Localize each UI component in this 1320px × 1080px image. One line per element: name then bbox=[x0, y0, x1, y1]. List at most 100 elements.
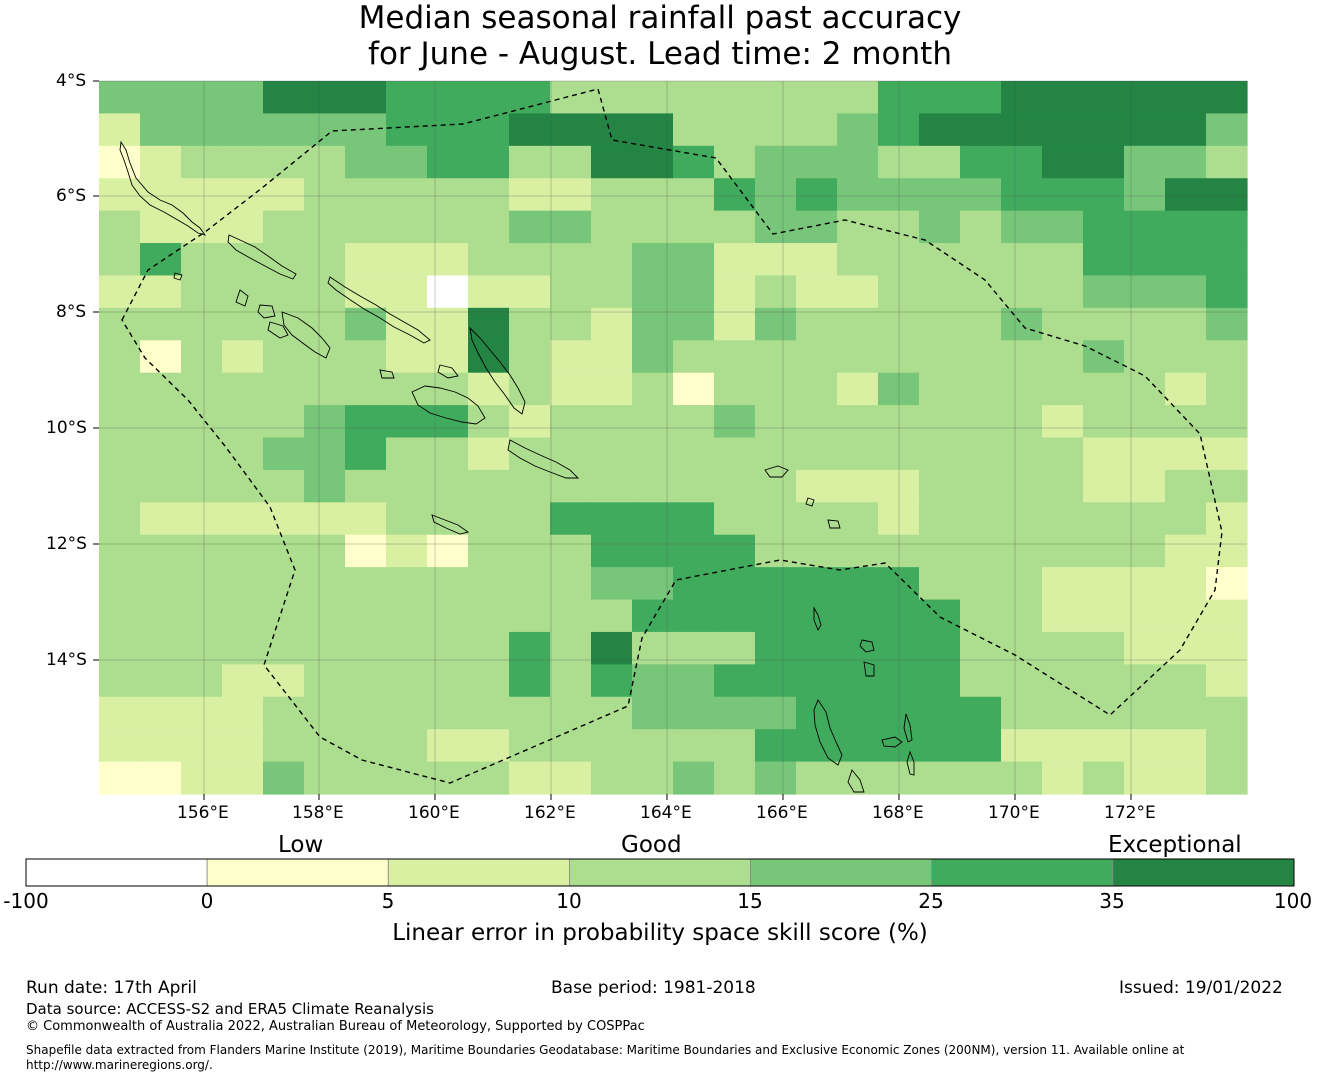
grid-cell bbox=[386, 664, 428, 698]
grid-cell bbox=[919, 761, 961, 795]
grid-cell bbox=[1206, 405, 1248, 439]
grid-cell bbox=[673, 210, 715, 244]
grid-cell bbox=[181, 275, 223, 309]
grid-cell bbox=[1124, 243, 1166, 277]
grid-cell bbox=[550, 502, 592, 536]
lon-label: 166°E bbox=[756, 803, 808, 823]
grid-cell bbox=[755, 567, 797, 601]
grid-cell bbox=[1165, 178, 1207, 212]
grid-cell bbox=[1042, 210, 1084, 244]
grid-cell bbox=[468, 81, 510, 115]
lat-label: 10°S bbox=[46, 418, 87, 438]
grid-cell bbox=[1042, 469, 1084, 503]
grid-cell bbox=[509, 761, 551, 795]
grid-cell bbox=[1165, 729, 1207, 763]
grid-cell bbox=[345, 340, 387, 374]
grid-cell bbox=[550, 210, 592, 244]
grid-cell bbox=[1206, 567, 1248, 601]
grid-cell bbox=[755, 437, 797, 471]
grid-cell bbox=[509, 664, 551, 698]
grid-cell bbox=[1165, 631, 1207, 665]
island-vanua-lava bbox=[859, 639, 875, 653]
grid-cell bbox=[386, 340, 428, 374]
grid-cell bbox=[755, 469, 797, 503]
grid-cell bbox=[222, 178, 264, 212]
issued-date: Issued: 19/01/2022 bbox=[1119, 978, 1283, 998]
grid-cell bbox=[1124, 469, 1166, 503]
grid-cell bbox=[673, 664, 715, 698]
grid-cell bbox=[1001, 81, 1043, 115]
island-torres bbox=[813, 606, 822, 632]
grid-cell bbox=[755, 631, 797, 665]
grid-cell bbox=[304, 567, 346, 601]
marineregions-link[interactable]: http://www.marineregions.org/. bbox=[26, 1058, 213, 1072]
grid-cell bbox=[181, 340, 223, 374]
island-espiritu-santo bbox=[813, 699, 843, 766]
grid-cell bbox=[468, 145, 510, 179]
grid-cell bbox=[714, 664, 756, 698]
grid-cell bbox=[632, 664, 674, 698]
grid-cell bbox=[222, 696, 264, 730]
grid-cell bbox=[837, 469, 879, 503]
lat-label: 14°S bbox=[46, 650, 87, 670]
grid-cell bbox=[550, 567, 592, 601]
grid-cell bbox=[960, 307, 1002, 341]
skill-grid-cells bbox=[99, 81, 1248, 795]
island-rennell bbox=[431, 514, 470, 535]
grid-cell bbox=[837, 664, 879, 698]
grid-cell bbox=[632, 145, 674, 179]
grid-cell bbox=[509, 145, 551, 179]
grid-cell bbox=[181, 372, 223, 406]
grid-cell bbox=[222, 664, 264, 698]
grid-cell bbox=[919, 729, 961, 763]
grid-cell bbox=[427, 729, 469, 763]
grid-cell bbox=[1001, 534, 1043, 568]
grid-cell bbox=[837, 113, 879, 147]
grid-cell bbox=[181, 534, 223, 568]
grid-cell bbox=[222, 631, 264, 665]
grid-cell bbox=[509, 567, 551, 601]
grid-cell bbox=[550, 372, 592, 406]
grid-cell bbox=[919, 340, 961, 374]
grid-cell bbox=[591, 502, 633, 536]
grid-cell bbox=[386, 81, 428, 115]
grid-cell bbox=[960, 437, 1002, 471]
lon-label: 162°E bbox=[524, 803, 576, 823]
grid-cell bbox=[99, 178, 141, 212]
grid-cell bbox=[755, 696, 797, 730]
grid-cell bbox=[1165, 340, 1207, 374]
grid-cell bbox=[919, 113, 961, 147]
grid-cell bbox=[796, 567, 838, 601]
grid-cell bbox=[550, 81, 592, 115]
grid-cell bbox=[714, 437, 756, 471]
grid-cell bbox=[755, 664, 797, 698]
grid-cell bbox=[181, 405, 223, 439]
grid-cell bbox=[140, 631, 182, 665]
grid-cell bbox=[263, 340, 305, 374]
grid-cell bbox=[550, 113, 592, 147]
grid-cell bbox=[222, 534, 264, 568]
grid-cell bbox=[99, 729, 141, 763]
grid-cell bbox=[1042, 243, 1084, 277]
grid-cell bbox=[550, 599, 592, 633]
grid-cell bbox=[1042, 178, 1084, 212]
grid-cell bbox=[591, 405, 633, 439]
grid-cell bbox=[386, 761, 428, 795]
lon-label: 156°E bbox=[177, 803, 229, 823]
grid-cell bbox=[1083, 437, 1125, 471]
grid-cell bbox=[960, 405, 1002, 439]
grid-cell bbox=[1083, 113, 1125, 147]
colorbar-tick: 5 bbox=[381, 889, 395, 913]
grid-cell bbox=[181, 761, 223, 795]
grid-cell bbox=[304, 243, 346, 277]
grid-cell bbox=[1001, 567, 1043, 601]
grid-cell bbox=[1124, 145, 1166, 179]
grid-cell bbox=[714, 307, 756, 341]
grid-cell bbox=[837, 534, 879, 568]
grid-cell bbox=[837, 502, 879, 536]
colorbar-category-exceptional: Exceptional bbox=[1108, 832, 1242, 858]
colorbar-tick: 10 bbox=[556, 889, 582, 913]
grid-cell bbox=[181, 729, 223, 763]
grid-cell bbox=[919, 178, 961, 212]
lon-label: 170°E bbox=[988, 803, 1040, 823]
